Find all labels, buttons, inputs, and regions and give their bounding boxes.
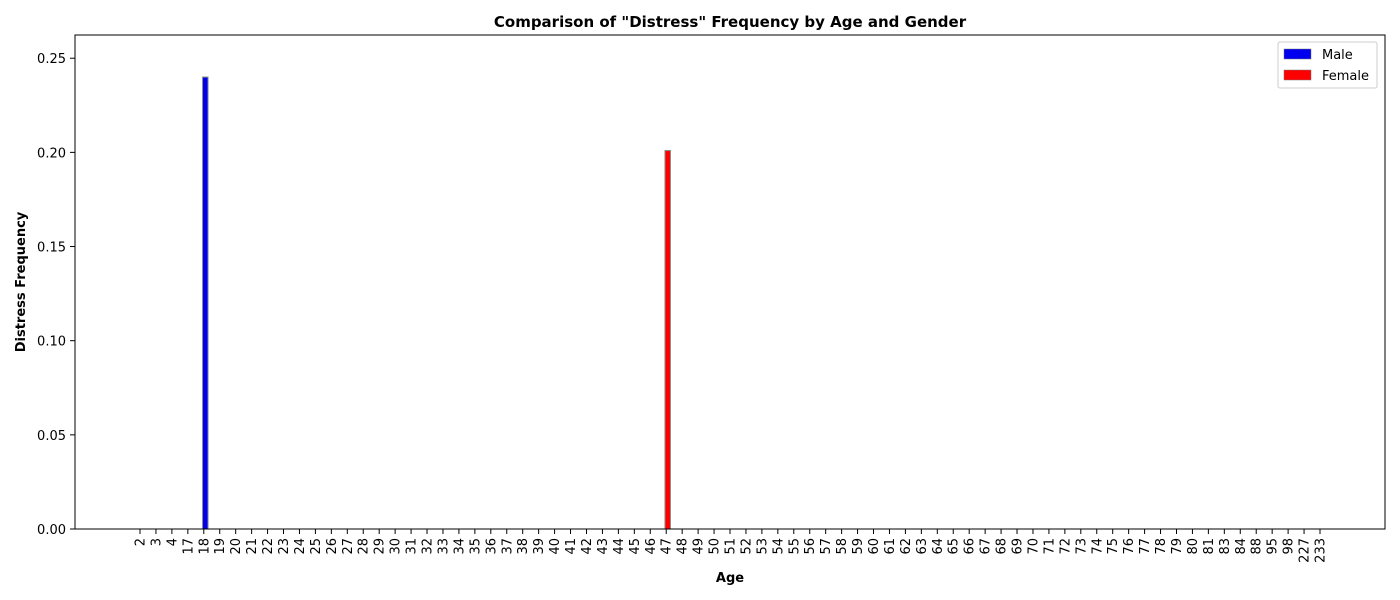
x-tick-label: 18 <box>197 538 212 555</box>
y-axis-label: Distress Frequency <box>14 211 29 352</box>
y-tick-label: 0.25 <box>37 52 66 67</box>
x-tick-label: 83 <box>1218 538 1233 555</box>
x-tick-label: 22 <box>261 538 276 555</box>
x-tick-label: 64 <box>931 538 946 555</box>
x-tick-label: 58 <box>835 538 850 555</box>
x-tick-label: 76 <box>1122 538 1137 555</box>
x-tick-label: 81 <box>1202 538 1217 555</box>
x-tick-label: 26 <box>325 538 340 555</box>
x-tick-label: 42 <box>580 538 595 555</box>
x-tick-label: 227 <box>1298 538 1313 563</box>
x-tick-label: 80 <box>1186 538 1201 555</box>
x-axis: 2 3 4 17 18 19 20 21 22 23 24 25 26 27 28 29 30 31 32 33 34 3… <box>134 529 1329 563</box>
x-tick-label: 233 <box>1314 538 1329 563</box>
x-tick-label: 67 <box>979 538 994 555</box>
x-tick-label: 21 <box>245 538 260 555</box>
x-tick-label: 44 <box>612 538 627 555</box>
x-tick-label: 98 <box>1282 538 1297 555</box>
x-tick-label: 55 <box>787 538 802 555</box>
bars-layer <box>202 76 671 530</box>
x-tick-label: 37 <box>500 538 515 555</box>
x-tick-label: 77 <box>1138 538 1153 555</box>
x-tick-label: 47 <box>660 538 675 555</box>
x-tick-label: 79 <box>1170 538 1185 555</box>
x-tick-label: 68 <box>995 538 1010 555</box>
x-tick-label: 65 <box>947 538 962 555</box>
legend-label-female: Female <box>1322 69 1369 84</box>
x-tick-label: 74 <box>1090 538 1105 555</box>
x-tick-label: 46 <box>644 538 659 555</box>
x-tick-label: 51 <box>724 538 739 555</box>
x-tick-label: 50 <box>708 538 723 555</box>
x-tick-label: 36 <box>484 538 499 555</box>
bar-female-47 <box>664 149 671 530</box>
x-tick-label: 23 <box>277 538 292 555</box>
x-tick-label: 73 <box>1074 538 1089 555</box>
x-tick-label: 35 <box>468 538 483 555</box>
x-tick-label: 70 <box>1026 538 1041 555</box>
x-tick-label: 59 <box>851 538 866 555</box>
y-tick-label: 0.00 <box>37 523 66 538</box>
y-tick-label: 0.20 <box>37 146 66 161</box>
x-tick-label: 24 <box>293 538 308 555</box>
x-tick-label: 41 <box>564 538 579 555</box>
x-tick-label: 43 <box>596 538 611 555</box>
legend-swatch-female <box>1283 69 1312 81</box>
y-tick-label: 0.05 <box>37 429 66 444</box>
x-tick-label: 38 <box>516 538 531 555</box>
x-tick-label: 57 <box>819 538 834 555</box>
x-tick-label: 78 <box>1154 538 1169 555</box>
legend-label-male: Male <box>1322 48 1353 63</box>
x-tick-label: 3 <box>149 538 164 546</box>
x-tick-label: 34 <box>452 538 467 555</box>
x-tick-label: 95 <box>1266 538 1281 555</box>
x-tick-label: 75 <box>1106 538 1121 555</box>
chart-title: Comparison of "Distress" Frequency by Ag… <box>494 13 967 31</box>
x-tick-label: 88 <box>1250 538 1265 555</box>
y-tick-label: 0.10 <box>37 335 66 350</box>
plot-frame <box>74 34 1386 530</box>
x-tick-label: 29 <box>373 538 388 555</box>
x-tick-label: 45 <box>628 538 643 555</box>
x-tick-label: 56 <box>803 538 818 555</box>
bar-male-18 <box>202 76 209 530</box>
x-tick-label: 60 <box>867 538 882 555</box>
legend: Male Female <box>1277 41 1378 89</box>
x-tick-label: 27 <box>341 538 356 555</box>
x-tick-label: 2 <box>134 538 149 546</box>
x-tick-label: 40 <box>548 538 563 555</box>
x-tick-label: 20 <box>229 538 244 555</box>
x-tick-label: 48 <box>676 538 691 555</box>
y-axis: 0.00 0.05 0.10 0.15 0.20 0.25 <box>37 52 75 538</box>
y-tick-label: 0.15 <box>37 241 66 256</box>
x-tick-label: 31 <box>405 538 420 555</box>
x-tick-label: 71 <box>1042 538 1057 555</box>
x-tick-label: 28 <box>357 538 372 555</box>
x-tick-label: 72 <box>1058 538 1073 555</box>
x-tick-label: 61 <box>883 538 898 555</box>
x-axis-label: Age <box>716 571 744 586</box>
x-tick-label: 54 <box>771 538 786 555</box>
x-tick-label: 25 <box>309 538 324 555</box>
x-tick-label: 66 <box>963 538 978 555</box>
x-tick-label: 49 <box>692 538 707 555</box>
x-tick-label: 63 <box>915 538 930 555</box>
x-tick-label: 69 <box>1011 538 1026 555</box>
x-tick-label: 19 <box>213 538 228 555</box>
x-tick-label: 32 <box>421 538 436 555</box>
x-tick-label: 30 <box>389 538 404 555</box>
legend-swatch-male <box>1283 48 1312 60</box>
x-tick-label: 62 <box>899 538 914 555</box>
x-tick-label: 4 <box>165 538 180 546</box>
x-tick-label: 84 <box>1234 538 1249 555</box>
x-tick-label: 39 <box>532 538 547 555</box>
x-tick-label: 17 <box>181 538 196 555</box>
x-tick-label: 52 <box>739 538 754 555</box>
x-tick-label: 33 <box>436 538 451 555</box>
x-tick-label: 53 <box>755 538 770 555</box>
